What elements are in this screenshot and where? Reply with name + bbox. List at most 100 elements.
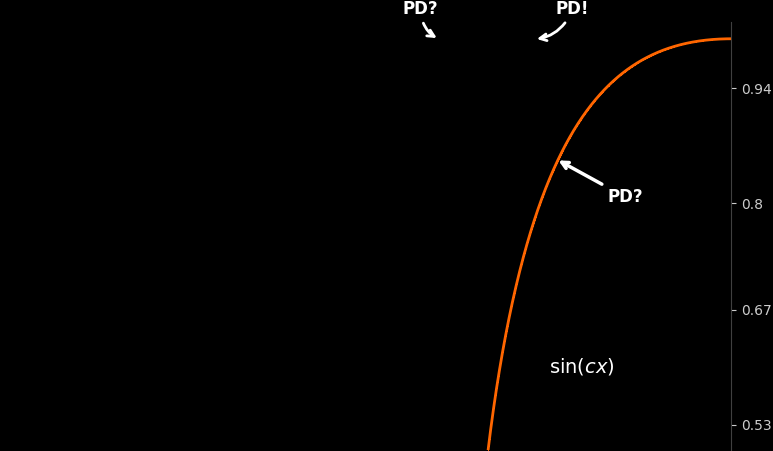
Point [686, 39, 698, 46]
Point [614, 71, 626, 78]
Point [690, 38, 702, 45]
Point [543, 176, 555, 184]
Point [533, 203, 545, 210]
Point [620, 67, 632, 74]
Point [664, 44, 676, 51]
Point [512, 276, 524, 283]
Point [618, 68, 631, 75]
Point [723, 35, 735, 42]
Point [553, 154, 565, 161]
Point [509, 287, 521, 294]
Point [488, 404, 500, 411]
Point [553, 153, 566, 160]
Point [544, 174, 557, 181]
Point [512, 275, 524, 282]
Point [503, 311, 516, 318]
Point [667, 43, 679, 51]
Point [601, 83, 614, 90]
Point [683, 39, 696, 46]
Point [698, 37, 710, 44]
Point [482, 443, 495, 450]
Point [512, 273, 524, 281]
Point [485, 428, 497, 435]
Point [553, 154, 565, 161]
Point [686, 39, 698, 46]
Point [598, 87, 610, 94]
Point [486, 414, 499, 422]
Point [669, 43, 681, 50]
Point [553, 153, 566, 161]
Point [661, 45, 673, 52]
Point [639, 55, 652, 62]
Point [622, 65, 635, 73]
Point [577, 113, 589, 120]
Point [609, 75, 621, 83]
Point [654, 48, 666, 55]
Point [506, 299, 519, 306]
Point [669, 42, 682, 50]
Point [705, 36, 717, 43]
Point [661, 45, 673, 52]
Point [707, 36, 719, 43]
Point [526, 221, 539, 229]
Point [550, 161, 562, 168]
Point [676, 41, 688, 48]
Point [623, 65, 635, 72]
Point [610, 75, 622, 82]
Point [543, 175, 556, 182]
Point [537, 191, 550, 198]
Point [700, 37, 713, 44]
Point [504, 308, 516, 315]
Point [588, 98, 601, 105]
Point [555, 149, 567, 156]
Point [559, 143, 571, 150]
Point [661, 45, 673, 52]
Point [595, 89, 608, 96]
Point [628, 61, 641, 68]
Point [517, 253, 530, 261]
Point [622, 65, 635, 73]
Point [719, 35, 731, 42]
Point [602, 82, 615, 89]
Point [523, 231, 536, 239]
Point [673, 41, 686, 49]
Point [593, 92, 605, 99]
Point [514, 266, 526, 273]
Point [555, 150, 567, 157]
Point [554, 151, 567, 158]
Point [497, 346, 509, 354]
Point [498, 339, 510, 346]
Point [611, 74, 624, 81]
Point [531, 207, 543, 214]
Point [659, 46, 671, 53]
Point [569, 125, 581, 132]
Point [656, 47, 668, 55]
Point [666, 44, 678, 51]
Point [670, 42, 683, 50]
Point [615, 71, 627, 78]
Point [678, 40, 690, 47]
Point [696, 37, 708, 44]
Point [669, 42, 682, 50]
Point [690, 38, 702, 45]
Point [628, 61, 640, 69]
Point [562, 137, 574, 144]
Point [557, 145, 570, 152]
Point [553, 152, 566, 160]
Point [593, 92, 605, 99]
Point [676, 41, 688, 48]
Point [621, 66, 634, 73]
Point [506, 299, 519, 306]
Point [615, 71, 627, 78]
Point [547, 168, 559, 175]
Point [585, 101, 598, 109]
Point [705, 36, 717, 43]
Point [660, 46, 673, 53]
Point [499, 331, 512, 338]
Point [533, 202, 545, 210]
Point [502, 322, 514, 329]
Point [580, 108, 592, 115]
Point [611, 74, 624, 81]
Point [662, 45, 675, 52]
Point [585, 101, 598, 109]
